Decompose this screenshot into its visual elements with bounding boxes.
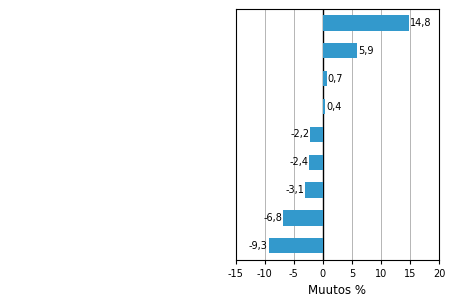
Bar	[283, 210, 323, 226]
Bar	[323, 43, 357, 59]
Bar	[269, 238, 323, 253]
Text: 0,4: 0,4	[326, 101, 342, 111]
Text: 5,9: 5,9	[358, 46, 374, 56]
Bar	[310, 127, 323, 142]
Text: -2,4: -2,4	[289, 157, 308, 167]
X-axis label: Muutos %: Muutos %	[308, 284, 366, 297]
Text: -9,3: -9,3	[249, 241, 268, 251]
Bar	[305, 182, 323, 198]
Bar	[323, 99, 325, 114]
Text: 0,7: 0,7	[328, 74, 343, 84]
Text: -2,2: -2,2	[290, 129, 309, 140]
Bar	[323, 71, 327, 86]
Bar	[309, 155, 323, 170]
Text: 14,8: 14,8	[410, 18, 432, 28]
Text: -3,1: -3,1	[285, 185, 304, 195]
Text: -6,8: -6,8	[264, 213, 283, 223]
Bar	[323, 15, 409, 31]
